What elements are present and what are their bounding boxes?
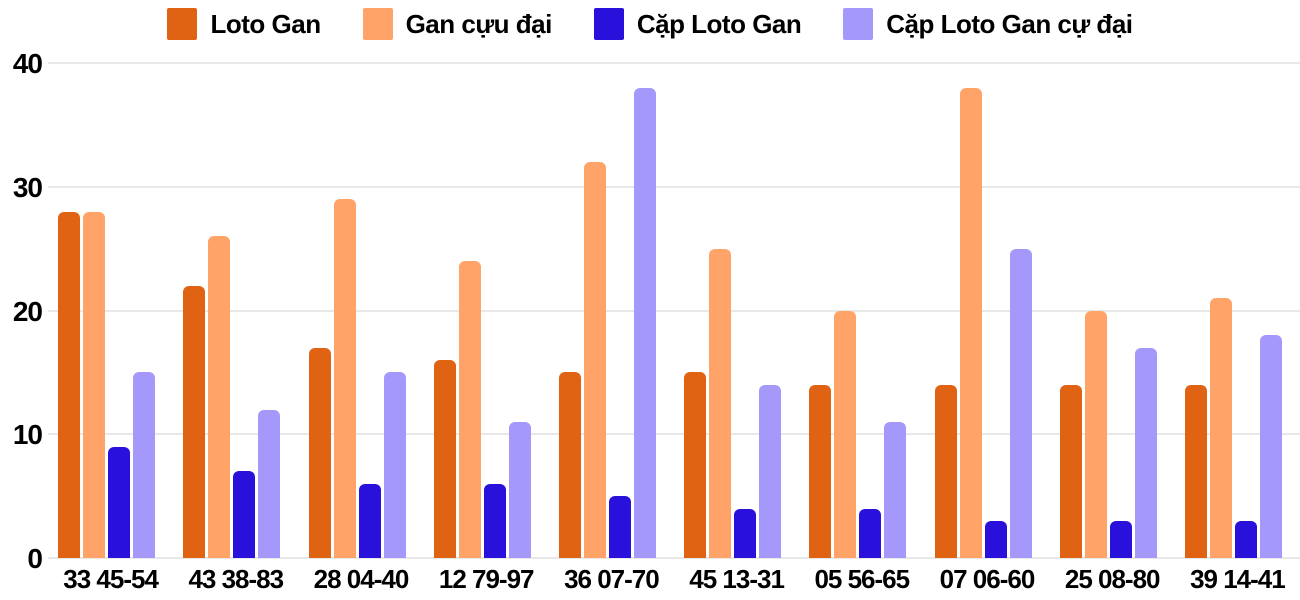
bar-gan-cựu-đại-36-07-70[interactable] [583,162,606,558]
bar-group-25 08-80 [1059,63,1157,558]
bar-cặp-loto-gan-25-08-80[interactable] [1109,520,1132,558]
chart-legend: Loto Gan Gan cựu đại Cặp Loto Gan Cặp Loto … [0,8,1300,40]
bar-group-12 79-97 [433,63,531,558]
bar-group-28 04-40 [308,63,406,558]
legend-swatch-icon [593,8,624,40]
legend-item-0[interactable]: Loto Gan [167,8,321,40]
y-axis-tick-20: 20 [12,295,43,327]
bar-cặp-loto-gan-cự-đại-25-08-80[interactable] [1134,347,1157,558]
x-axis-label-39-14-41: 39 14-41 [1190,564,1286,594]
x-axis-label-43-38-83: 43 38-83 [188,564,284,594]
bar-loto-gan-25-08-80[interactable] [1059,384,1082,558]
bar-gan-cựu-đại-43-38-83[interactable] [208,236,231,558]
legend-item-3[interactable]: Cặp Loto Gan cự đại [843,8,1133,40]
bar-gan-cựu-đại-05-56-65[interactable] [834,310,857,558]
bar-cặp-loto-gan-43-38-83[interactable] [233,471,256,558]
bar-cặp-loto-gan-39-14-41[interactable] [1234,520,1257,558]
x-axis-label-12-79-97: 12 79-97 [438,564,535,594]
bar-loto-gan-12-79-97[interactable] [433,360,456,558]
legend-item-1[interactable]: Gan cựu đại [362,8,553,40]
bar-cặp-loto-gan-cự-đại-07-06-60[interactable] [1009,248,1032,558]
bar-gan-cựu-đại-12-79-97[interactable] [458,261,481,558]
bar-group-39 14-41 [1184,63,1282,558]
gridline-y-40 [48,62,1300,64]
bar-gan-cựu-đại-33-45-54[interactable] [83,211,106,558]
bar-group-43 38-83 [183,63,281,558]
bar-loto-gan-33-45-54[interactable] [58,211,81,558]
bar-group-05 56-65 [809,63,907,558]
bar-gan-cựu-đại-25-08-80[interactable] [1084,310,1107,558]
bar-group-45 13-31 [684,63,782,558]
bar-group-36 07-70 [558,63,656,558]
bar-cặp-loto-gan-cự-đại-05-56-65[interactable] [884,421,907,558]
x-axis-label-07-06-60: 07 06-60 [939,564,1036,594]
bar-loto-gan-05-56-65[interactable] [809,384,832,558]
bar-loto-gan-28-04-40[interactable] [308,347,331,558]
legend-swatch-icon [843,8,874,40]
bar-cặp-loto-gan-cự-đại-45-13-31[interactable] [759,384,782,558]
bar-cặp-loto-gan-36-07-70[interactable] [608,496,631,558]
legend-label: Gan cựu đại [405,8,553,39]
bar-cặp-loto-gan-cự-đại-28-04-40[interactable] [383,372,406,558]
y-axis-tick-40: 40 [12,48,43,79]
bar-cặp-loto-gan-45-13-31[interactable] [734,508,757,558]
bar-gan-cựu-đại-07-06-60[interactable] [959,87,982,558]
bar-loto-gan-39-14-41[interactable] [1184,384,1207,558]
legend-swatch-icon [167,8,198,40]
bar-group-33 45-54 [58,63,156,558]
gridline-y-10 [48,433,1300,436]
bar-cặp-loto-gan-cự-đại-43-38-83[interactable] [258,409,281,558]
gridline-y-0 [48,557,1300,559]
legend-swatch-icon [362,8,393,40]
bar-loto-gan-43-38-83[interactable] [183,285,206,558]
bar-loto-gan-45-13-31[interactable] [684,372,707,558]
legend-label: Cặp Loto Gan cự đại [886,8,1133,39]
x-axis-label-33-45-54: 33 45-54 [63,564,159,594]
legend-item-2[interactable]: Cặp Loto Gan [593,8,802,40]
y-axis-tick-10: 10 [12,419,43,451]
x-axis-label-05-56-65: 05 56-65 [814,564,910,594]
x-axis-label-28-04-40: 28 04-40 [313,564,410,594]
legend-label: Cặp Loto Gan [636,8,802,39]
bar-cặp-loto-gan-28-04-40[interactable] [358,483,381,558]
x-axis-label-25-08-80: 25 08-80 [1064,564,1161,594]
bar-cặp-loto-gan-33-45-54[interactable] [108,446,131,558]
bar-cặp-loto-gan-cự-đại-12-79-97[interactable] [508,421,531,558]
y-axis-tick-30: 30 [12,171,43,203]
gridline-y-20 [48,309,1300,312]
bar-gan-cựu-đại-39-14-41[interactable] [1209,298,1232,558]
bar-cặp-loto-gan-cự-đại-39-14-41[interactable] [1259,335,1282,558]
bar-gan-cựu-đại-28-04-40[interactable] [333,199,356,558]
legend-label: Loto Gan [210,8,321,39]
bar-gan-cựu-đại-45-13-31[interactable] [709,248,732,558]
bar-cặp-loto-gan-cự-đại-33-45-54[interactable] [133,372,156,558]
bar-loto-gan-07-06-60[interactable] [934,384,957,558]
gridline-y-30 [48,185,1300,188]
y-axis-tick-0: 0 [27,543,43,574]
x-axis-label-36-07-70: 36 07-70 [564,564,660,594]
bar-group-07 06-60 [934,63,1032,558]
bar-cặp-loto-gan-07-06-60[interactable] [984,520,1007,558]
x-axis-label-45-13-31: 45 13-31 [689,564,785,594]
bar-cặp-loto-gan-cự-đại-36-07-70[interactable] [633,87,656,558]
bar-cặp-loto-gan-12-79-97[interactable] [483,483,506,558]
bar-loto-gan-36-07-70[interactable] [558,372,581,558]
bar-cặp-loto-gan-05-56-65[interactable] [859,508,882,558]
